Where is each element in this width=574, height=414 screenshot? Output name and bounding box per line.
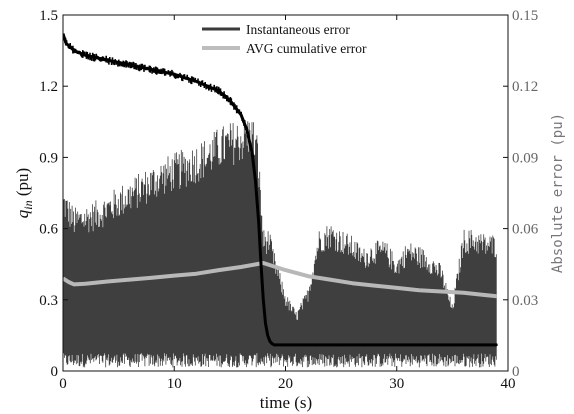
y-tick-label-left: 0.3 — [39, 293, 58, 309]
x-tick-label: 10 — [167, 376, 182, 392]
y-axis-label-right: Absolute error (pu) — [550, 113, 566, 273]
y-label-sub: in — [21, 200, 35, 209]
y-tick-label-left: 1.2 — [39, 79, 58, 95]
x-tick-label: 0 — [59, 376, 67, 392]
axis-ticks: 0 10 20 30 4000.30.60.91.21.500.030.060.090.… — [39, 8, 539, 392]
y-tick-label-right: 0.09 — [512, 150, 538, 166]
y-tick-label-right: 0.15 — [512, 8, 538, 24]
y-tick-label-left: 1.5 — [39, 8, 58, 24]
y-tick-label-right: 0.06 — [512, 222, 539, 238]
y-axis-label-left: qin (pu) — [13, 168, 35, 218]
x-tick-label: 20 — [278, 376, 293, 392]
y-tick-label-left: 0.9 — [39, 150, 58, 166]
y-tick-label-right: 0.03 — [512, 293, 538, 309]
legend-label-instantaneous: Instantaneous error — [246, 22, 350, 37]
svg-text:qin (pu): qin (pu) — [13, 168, 35, 218]
y-label-unit: (pu) — [13, 168, 32, 201]
plot-content — [63, 33, 498, 368]
y-tick-label-right: 0.12 — [512, 79, 538, 95]
series-q-in — [63, 33, 498, 347]
y-tick-label-left: 0 — [51, 364, 59, 380]
x-tick-label: 30 — [389, 376, 404, 392]
y-tick-label-left: 0.6 — [39, 222, 58, 238]
q-in-line — [63, 33, 497, 347]
y-label-main: q — [13, 209, 32, 218]
y-tick-label-right: 0 — [512, 364, 520, 380]
legend-label-avg: AVG cumulative error — [246, 41, 367, 56]
x-axis-label: time (s) — [260, 393, 312, 412]
legend: Instantaneous error AVG cumulative error — [202, 22, 367, 56]
x-tick-label: 40 — [501, 376, 516, 392]
series-avg-cumulative-error — [63, 261, 498, 299]
